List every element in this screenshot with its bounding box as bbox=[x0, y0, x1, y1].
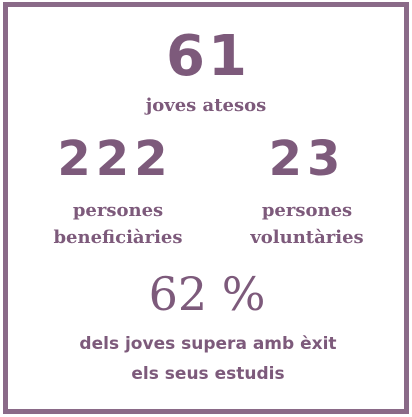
stat-value: 61 bbox=[166, 24, 250, 89]
stat-label: joves atesos bbox=[144, 95, 267, 116]
stat-label: persones bbox=[262, 200, 352, 221]
stat-label: persones bbox=[73, 200, 163, 221]
stat-label: voluntàries bbox=[249, 227, 363, 248]
stat-value: 222 bbox=[57, 131, 172, 187]
stat-label: els seus estudis bbox=[131, 364, 284, 384]
stat-label: beneficiàries bbox=[53, 227, 182, 248]
stat-value: 62 % bbox=[149, 267, 266, 321]
frame bbox=[3, 2, 409, 414]
stat-label: dels joves supera amb èxit bbox=[79, 334, 336, 354]
stat-value: 23 bbox=[269, 131, 346, 187]
